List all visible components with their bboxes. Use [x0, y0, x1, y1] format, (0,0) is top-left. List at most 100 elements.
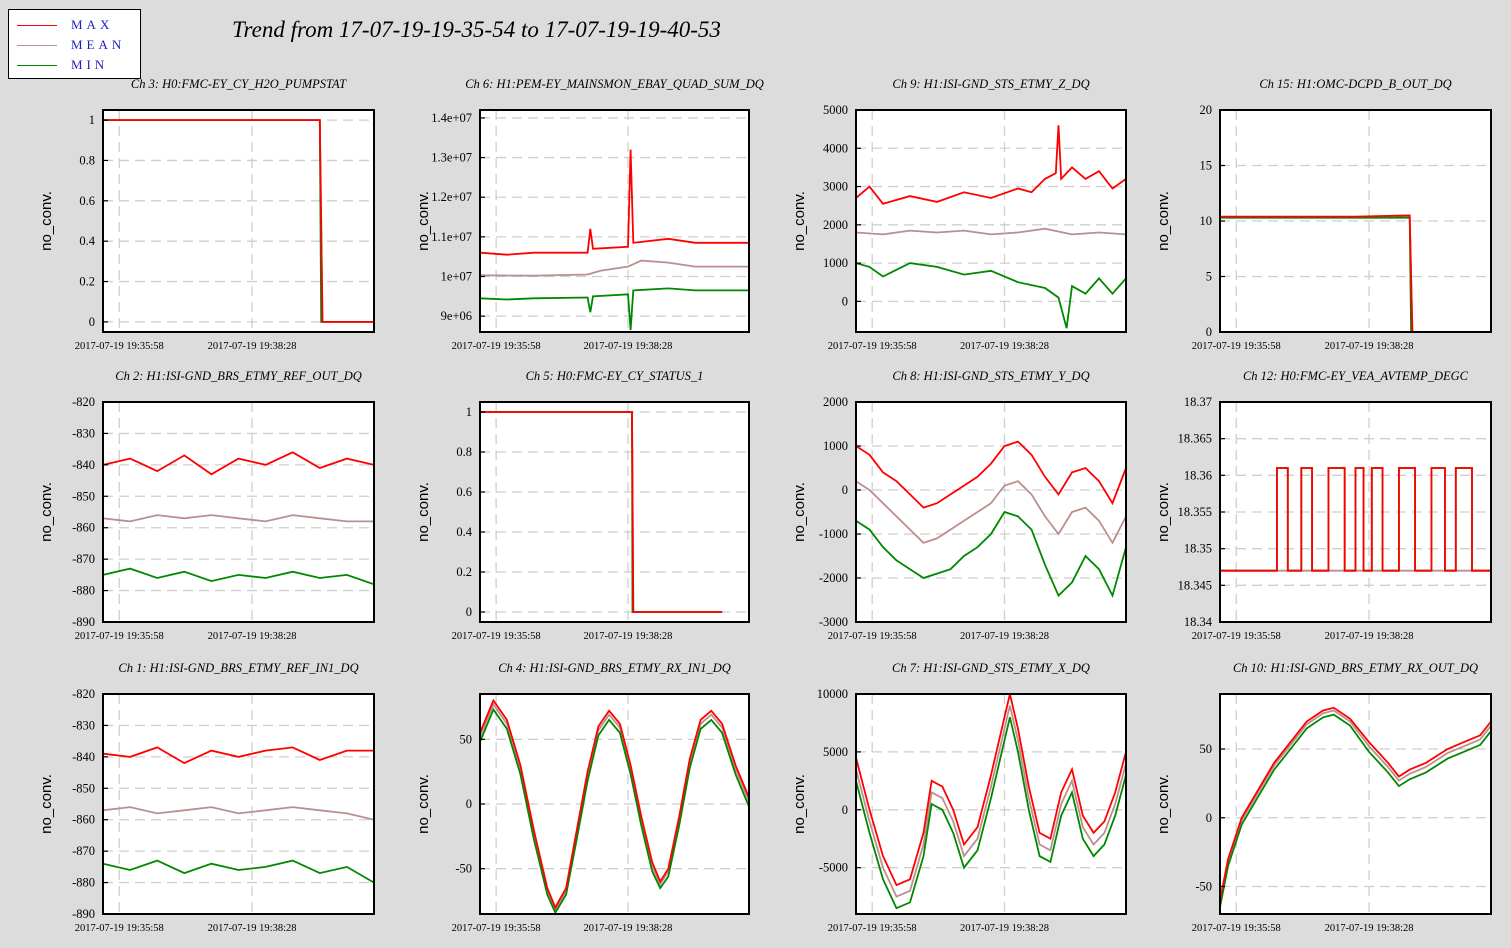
y-tick-label: -840 — [72, 458, 95, 472]
series-line-max — [855, 125, 1127, 205]
x-tick-label: 2017-07-19 19:35:58 — [452, 341, 541, 352]
series-line-mean — [102, 806, 375, 821]
chart-title: Ch 6: H1:PEM-EY_MAINSMON_EBAY_QUAD_SUM_D… — [465, 77, 764, 91]
series-line-min — [479, 287, 749, 331]
chart-title: Ch 10: H1:ISI-GND_BRS_ETMY_RX_OUT_DQ — [1233, 661, 1478, 675]
y-tick-label: 0 — [1206, 811, 1212, 825]
series-line-min — [855, 716, 1127, 910]
legend-swatch-mean — [17, 45, 57, 46]
y-tick-label: -870 — [72, 552, 95, 566]
chart-panel: Ch 5: H0:FMC-EY_CY_STATUS_1 0 0.2 0.4 0.6 0.8… — [415, 369, 750, 642]
y-tick-label: 10000 — [817, 687, 848, 701]
y-tick-label: 20 — [1200, 103, 1213, 117]
series-line-min — [855, 510, 1127, 599]
chart-panel: Ch 2: H1:ISI-GND_BRS_ETMY_REF_OUT_DQ -890… — [38, 369, 375, 642]
legend-item-mean: MEAN — [9, 36, 142, 56]
y-tick-label: 0 — [842, 803, 848, 817]
plot-frame — [855, 109, 1127, 333]
y-tick-label: 0 — [466, 605, 472, 619]
y-tick-label: 9e+06 — [441, 309, 472, 323]
y-axis-label: no_conv. — [1155, 482, 1172, 542]
series-line-mean — [855, 705, 1127, 898]
x-tick-label: 2017-07-19 19:35:58 — [452, 923, 541, 934]
y-tick-label: -50 — [455, 862, 472, 876]
y-tick-label: 0.8 — [79, 153, 95, 167]
legend: MAX MEAN MIN — [8, 9, 141, 79]
chart-panel: Ch 8: H1:ISI-GND_STS_ETMY_Y_DQ -3000 -2000… — [791, 369, 1127, 642]
plot-frame — [1219, 693, 1492, 915]
y-tick-label: 50 — [1200, 742, 1213, 756]
series-line-max — [103, 119, 374, 323]
plot-area — [856, 694, 1126, 914]
plot-frame — [102, 693, 375, 915]
page-title: Trend from 17-07-19-19-35-54 to 17-07-19… — [232, 17, 721, 42]
series-line-min — [855, 262, 1127, 329]
y-tick-label: 18.36 — [1184, 468, 1212, 482]
y-tick-label: 1.2e+07 — [431, 190, 472, 204]
y-tick-label: -820 — [72, 687, 95, 701]
y-tick-label: 18.35 — [1184, 542, 1212, 556]
y-axis-label: no_conv. — [1155, 191, 1172, 251]
chart-panel: Ch 6: H1:PEM-EY_MAINSMON_EBAY_QUAD_SUM_D… — [415, 77, 764, 352]
chart-title: Ch 2: H1:ISI-GND_BRS_ETMY_REF_OUT_DQ — [115, 369, 362, 383]
y-tick-label: 0.8 — [456, 445, 472, 459]
series-line-max — [479, 149, 749, 256]
y-tick-label: 0 — [466, 797, 472, 811]
y-tick-label: -870 — [72, 844, 95, 858]
y-tick-label: 0.6 — [456, 485, 472, 499]
y-tick-label: -50 — [1195, 880, 1212, 894]
y-tick-label: 5 — [1206, 270, 1212, 284]
chart-title: Ch 8: H1:ISI-GND_STS_ETMY_Y_DQ — [892, 369, 1089, 383]
legend-swatch-min — [17, 65, 57, 66]
x-tick-label: 2017-07-19 19:38:28 — [1325, 923, 1414, 934]
x-tick-label: 2017-07-19 19:35:58 — [75, 631, 164, 642]
y-tick-label: 50 — [460, 732, 473, 746]
chart-panel: Ch 7: H1:ISI-GND_STS_ETMY_X_DQ -5000 0 5000… — [791, 661, 1127, 934]
legend-item-max: MAX — [9, 16, 142, 36]
legend-label-min: MIN — [71, 57, 109, 72]
plot-frame — [479, 401, 750, 623]
chart-panel: Ch 3: H0:FMC-EY_CY_H2O_PUMPSTAT 0 0.2 0.4 0.… — [38, 77, 375, 352]
plot-frame — [102, 401, 375, 623]
chart-title: Ch 3: H0:FMC-EY_CY_H2O_PUMPSTAT — [131, 77, 347, 91]
plot-frame — [479, 109, 750, 333]
chart-panel: Ch 12: H0:FMC-EY_VEA_AVTEMP_DEGC 18.34 18.… — [1155, 369, 1492, 642]
y-tick-label: -830 — [72, 426, 95, 440]
y-tick-label: 18.355 — [1178, 505, 1212, 519]
legend-label-max: MAX — [71, 17, 114, 32]
chart-panel: Ch 15: H1:OMC-DCPD_B_OUT_DQ 0 5 10 15 20 no_co… — [1155, 77, 1492, 352]
series-line-max — [1220, 467, 1491, 572]
y-tick-label: 1 — [466, 405, 472, 419]
plot-area — [103, 694, 374, 914]
x-tick-label: 2017-07-19 19:35:58 — [452, 631, 541, 642]
y-tick-label: 2000 — [823, 218, 848, 232]
y-tick-label: 18.34 — [1184, 615, 1213, 629]
x-tick-label: 2017-07-19 19:35:58 — [828, 923, 917, 934]
y-axis-label: no_conv. — [38, 482, 55, 542]
x-tick-label: 2017-07-19 19:38:28 — [583, 923, 672, 934]
x-tick-label: 2017-07-19 19:38:28 — [583, 631, 672, 642]
series-line-mean — [479, 259, 749, 277]
x-tick-label: 2017-07-19 19:35:58 — [75, 923, 164, 934]
series-line-min — [102, 567, 375, 586]
y-tick-label: -820 — [72, 395, 95, 409]
chart-title: Ch 1: H1:ISI-GND_BRS_ETMY_REF_IN1_DQ — [118, 661, 358, 675]
y-tick-label: 1.3e+07 — [431, 151, 472, 165]
y-axis-label: no_conv. — [791, 774, 808, 834]
y-tick-label: 18.37 — [1184, 395, 1212, 409]
y-tick-label: 0 — [89, 315, 95, 329]
y-tick-label: -890 — [72, 907, 95, 921]
x-tick-label: 2017-07-19 19:38:28 — [1325, 341, 1414, 352]
plot-frame — [102, 109, 375, 333]
chart-panel: Ch 4: H1:ISI-GND_BRS_ETMY_RX_IN1_DQ -50 0 5… — [415, 661, 750, 934]
y-tick-label: 1000 — [823, 256, 848, 270]
y-tick-label: 0 — [1206, 325, 1212, 339]
y-tick-label: 1 — [89, 113, 95, 127]
y-tick-label: 0 — [842, 294, 848, 308]
y-tick-label: -880 — [72, 876, 95, 890]
plot-area — [103, 110, 374, 332]
y-tick-label: -1000 — [819, 527, 848, 541]
y-tick-label: -890 — [72, 615, 95, 629]
chart-title: Ch 5: H0:FMC-EY_CY_STATUS_1 — [526, 369, 704, 383]
series-line-mean — [102, 514, 374, 523]
